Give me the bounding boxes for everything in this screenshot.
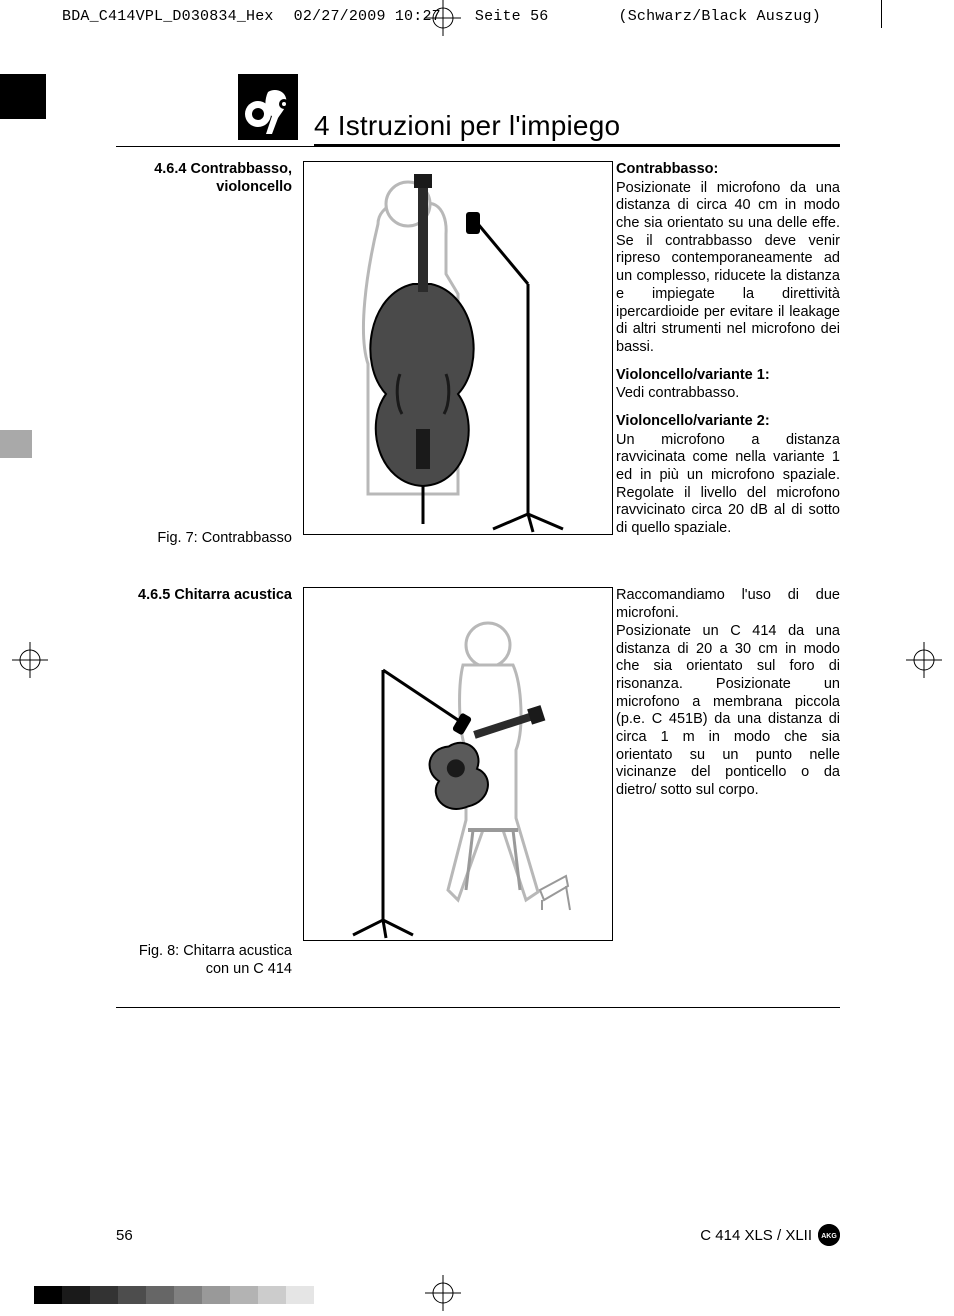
section-heading: 4.6.5 Chitarra acustica xyxy=(116,587,300,941)
footer-model: C 414 XLS / XLII AKG xyxy=(700,1224,840,1246)
registration-mark-icon xyxy=(425,1275,461,1311)
gray-swatch xyxy=(258,1286,286,1304)
chapter-title: 4 Istruzioni per l'impiego xyxy=(314,110,620,142)
paragraph: Raccomandiamo l'uso di due microfoni. Po… xyxy=(616,587,840,799)
gray-swatch xyxy=(118,1286,146,1304)
subheading: Contrabbasso: xyxy=(616,161,840,179)
figure-caption: Fig. 8: Chitarra acustica con un C 414 xyxy=(116,943,300,978)
figure-chitarra xyxy=(303,587,613,941)
contrabbasso-illustration-icon xyxy=(308,164,608,534)
section-heading-line: violoncello xyxy=(216,179,292,195)
page-footer: 56 C 414 XLS / XLII AKG xyxy=(116,1224,840,1246)
section-body: Contrabbasso: Posizionate il microfono d… xyxy=(616,161,840,548)
gray-swatch xyxy=(146,1286,174,1304)
paragraph: Posizionate il microfono da una distanza… xyxy=(616,180,840,357)
chapter-underline xyxy=(314,144,840,146)
section-heading: 4.6.4 Contrabbasso, violoncello xyxy=(116,161,300,548)
print-mark-block xyxy=(0,74,46,119)
figure-contrabbasso xyxy=(303,161,613,535)
crop-color: (Schwarz/Black Auszug) xyxy=(619,8,821,25)
chitarra-illustration-icon xyxy=(308,590,608,940)
paragraph: Un microfono a distanza ravvicinata come… xyxy=(616,432,840,538)
crop-filename: BDA_C414VPL_D030834_Hex xyxy=(62,8,274,25)
gray-swatch xyxy=(286,1286,314,1304)
divider xyxy=(116,1007,840,1008)
gray-swatch xyxy=(34,1286,62,1304)
chapter-header: 4 Istruzioni per l'impiego xyxy=(116,74,840,147)
page-number: 56 xyxy=(116,1227,133,1244)
crop-page: Seite 56 xyxy=(475,8,549,25)
section-body: Raccomandiamo l'uso di due microfoni. Po… xyxy=(616,587,840,941)
gray-swatch xyxy=(230,1286,258,1304)
caption-line: con un C 414 xyxy=(206,961,292,977)
registration-mark-icon xyxy=(12,642,48,678)
paragraph: Vedi contrabbasso. xyxy=(616,385,840,403)
chapter-logo-icon xyxy=(238,74,298,140)
gray-ramp xyxy=(34,1286,342,1304)
akg-logo-icon: AKG xyxy=(818,1224,840,1246)
gray-swatch xyxy=(202,1286,230,1304)
gray-swatch xyxy=(174,1286,202,1304)
caption-line: Fig. 8: Chitarra acustica xyxy=(139,943,292,959)
registration-mark-icon xyxy=(906,642,942,678)
subheading: Violoncello/variante 1: xyxy=(616,367,840,385)
crop-mark xyxy=(881,0,882,28)
crop-info-header: BDA_C414VPL_D030834_Hex 02/27/2009 10:27… xyxy=(62,8,892,25)
registration-mark-icon xyxy=(425,0,461,36)
model-text: C 414 XLS / XLII xyxy=(700,1227,812,1244)
svg-text:AKG: AKG xyxy=(821,1233,837,1240)
gray-swatch xyxy=(314,1286,342,1304)
gray-swatch xyxy=(62,1286,90,1304)
crop-datetime: 02/27/2009 10:27 xyxy=(294,8,441,25)
section-heading-line: 4.6.4 Contrabbasso, xyxy=(154,161,292,177)
gray-swatch xyxy=(90,1286,118,1304)
print-mark-gray xyxy=(0,430,32,458)
subheading: Violoncello/variante 2: xyxy=(616,413,840,431)
